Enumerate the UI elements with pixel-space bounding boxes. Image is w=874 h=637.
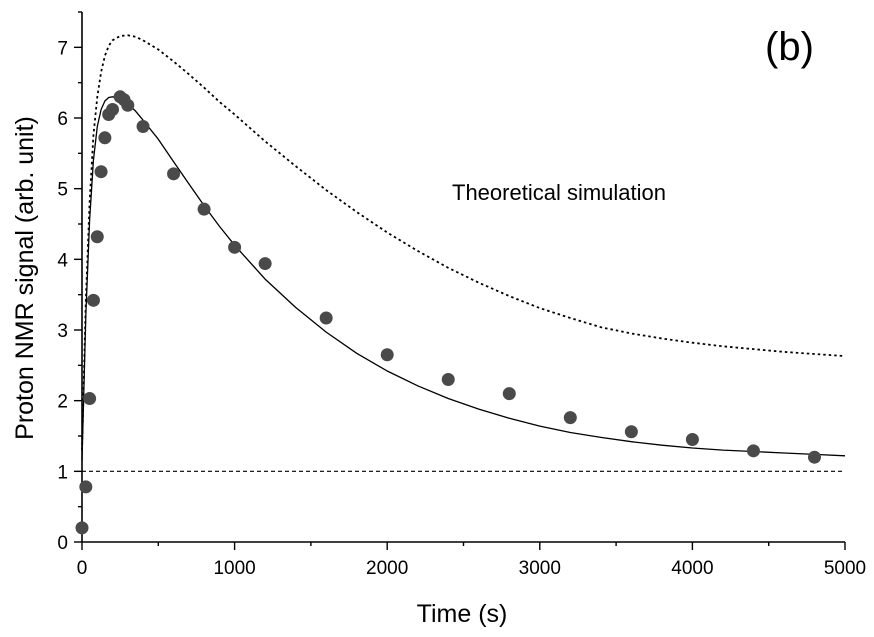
y-tick-label: 4: [57, 250, 68, 271]
y-tick-label: 2: [57, 392, 68, 413]
annotation-theoretical-simulation: Theoretical simulation: [452, 180, 666, 205]
data-point: [75, 521, 89, 535]
data-point: [90, 230, 104, 244]
y-tick-label: 1: [57, 462, 68, 483]
y-axis-title: Proton NMR signal (arb. unit): [11, 116, 39, 440]
fit-curve: [81, 96, 846, 461]
data-point: [98, 131, 112, 145]
data-point: [136, 119, 150, 133]
data-point: [83, 392, 97, 406]
x-axis-title: Time (s): [417, 600, 508, 628]
data-point: [685, 433, 699, 447]
simulation-curve: [81, 34, 846, 451]
data-point: [502, 387, 516, 401]
data-point: [319, 311, 333, 325]
data-point: [79, 480, 93, 494]
data-point: [121, 98, 135, 112]
x-tick-label: 1000: [213, 558, 255, 579]
x-tick-label: 5000: [824, 558, 866, 579]
x-tick-label: 4000: [671, 558, 713, 579]
data-point: [563, 411, 577, 425]
data-point: [94, 165, 108, 179]
data-point: [167, 167, 181, 181]
y-tick-label: 7: [57, 38, 68, 59]
y-tick-label: 0: [57, 533, 68, 554]
data-point: [746, 444, 760, 458]
y-tick-label: 6: [57, 109, 68, 130]
panel-label: (b): [765, 25, 814, 69]
data-point: [86, 293, 100, 307]
data-point: [228, 240, 242, 254]
x-tick-label: 3000: [519, 558, 561, 579]
data-point: [258, 257, 272, 271]
data-point: [624, 425, 638, 439]
data-point: [380, 348, 394, 362]
data-point: [441, 372, 455, 386]
data-point: [807, 450, 821, 464]
x-tick-label: 2000: [366, 558, 408, 579]
y-tick-label: 5: [57, 180, 68, 201]
data-point: [197, 202, 211, 216]
y-tick-label: 3: [57, 321, 68, 342]
x-tick-label: 0: [77, 558, 88, 579]
data-point: [106, 103, 120, 117]
